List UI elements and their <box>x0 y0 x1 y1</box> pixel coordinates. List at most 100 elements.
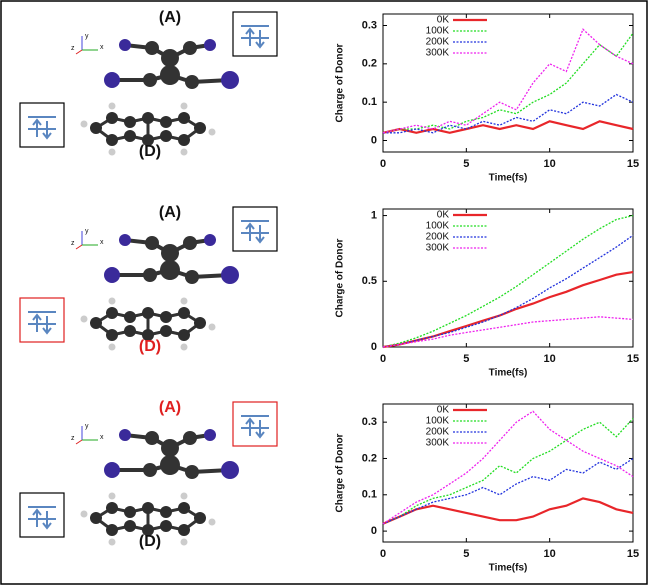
atom <box>204 39 216 51</box>
atom <box>119 234 131 246</box>
legend-label: 100K <box>426 221 450 232</box>
atom <box>221 71 239 89</box>
acceptor-label: (A) <box>159 9 181 26</box>
atom <box>106 134 118 146</box>
x-tick-label: 0 <box>380 548 386 560</box>
series-line <box>382 418 634 525</box>
x-tick-label: 5 <box>463 158 469 170</box>
y-axis-label: Charge of Donor <box>335 43 346 122</box>
legend-label: 300K <box>426 438 450 449</box>
x-axis-label: Time(fs) <box>489 563 528 574</box>
acceptor-label: (A) <box>159 399 181 416</box>
atom <box>183 431 197 445</box>
x-tick-label: 10 <box>544 548 556 560</box>
x-tick-label: 0 <box>380 158 386 170</box>
atom <box>142 307 154 319</box>
atom <box>90 122 102 134</box>
atom <box>161 244 179 262</box>
atom <box>108 492 116 500</box>
level-icon-arrow <box>245 27 255 46</box>
atom <box>124 506 136 518</box>
level-icon-arrow <box>245 417 255 436</box>
y-tick-label: 0.5 <box>362 275 377 287</box>
atom <box>108 343 116 351</box>
atom <box>204 234 216 246</box>
atom <box>143 463 157 477</box>
acceptor-label: (A) <box>159 204 181 221</box>
level-icon-box <box>232 11 278 57</box>
atom <box>185 75 199 89</box>
y-tick-label: 0.2 <box>362 58 377 70</box>
atom <box>124 116 136 128</box>
y-tick-label: 0.3 <box>362 416 377 428</box>
series-line <box>382 214 634 348</box>
atom <box>108 148 116 156</box>
atom <box>185 270 199 284</box>
atom <box>208 518 216 526</box>
level-icon-box <box>19 492 65 538</box>
y-axis-label: Charge of Donor <box>335 433 346 512</box>
x-axis-label: Time(fs) <box>489 173 528 184</box>
atom <box>106 502 118 514</box>
atom <box>204 429 216 441</box>
x-tick-label: 15 <box>627 353 639 365</box>
legend-label: 200K <box>426 232 450 243</box>
plot-frame <box>382 208 634 348</box>
atom <box>124 311 136 323</box>
legend-label: 0K <box>437 15 450 26</box>
series-line <box>382 234 634 348</box>
frame-label: x <box>100 44 104 51</box>
y-tick-label: 0.3 <box>362 19 377 31</box>
atom <box>90 512 102 524</box>
legend-label: 200K <box>426 37 450 48</box>
frame-label: x <box>100 239 104 246</box>
atom <box>221 266 239 284</box>
legend-label: 300K <box>426 243 450 254</box>
level-icon-box <box>232 401 278 447</box>
atom <box>180 492 188 500</box>
plot-frame <box>382 13 634 153</box>
atom <box>178 112 190 124</box>
atom <box>178 524 190 536</box>
atom <box>124 130 136 142</box>
atom <box>160 130 172 142</box>
frame-label: z <box>71 240 75 247</box>
level-icon-arrow <box>32 118 42 137</box>
atom <box>104 462 120 478</box>
y-tick-label: 0 <box>371 341 377 353</box>
level-icon-arrow <box>255 225 265 244</box>
atom <box>208 323 216 331</box>
atom <box>142 112 154 124</box>
level-icon-arrow <box>32 313 42 332</box>
legend-label: 200K <box>426 427 450 438</box>
frame-label: y <box>85 228 89 235</box>
y-tick-label: 0.1 <box>362 489 377 501</box>
series-line <box>383 93 634 134</box>
atom <box>124 325 136 337</box>
atom <box>180 148 188 156</box>
legend-label: 300K <box>426 48 450 59</box>
level-icon-arrow <box>42 121 52 140</box>
series-line <box>382 497 634 525</box>
atom <box>160 65 180 85</box>
atom <box>106 112 118 124</box>
y-tick-label: 0 <box>371 134 377 146</box>
atom <box>80 315 88 323</box>
atom <box>194 317 206 329</box>
atom <box>143 268 157 282</box>
level-icon-arrow <box>32 508 42 527</box>
atom <box>106 329 118 341</box>
atom <box>180 297 188 305</box>
donor-label: (D) <box>139 143 161 160</box>
atom <box>143 73 157 87</box>
series-line <box>382 410 634 525</box>
atom <box>106 307 118 319</box>
level-icon-arrow <box>42 316 52 335</box>
atom <box>90 317 102 329</box>
atom <box>142 134 154 146</box>
atom <box>178 502 190 514</box>
series-line <box>382 316 634 348</box>
atom <box>160 506 172 518</box>
